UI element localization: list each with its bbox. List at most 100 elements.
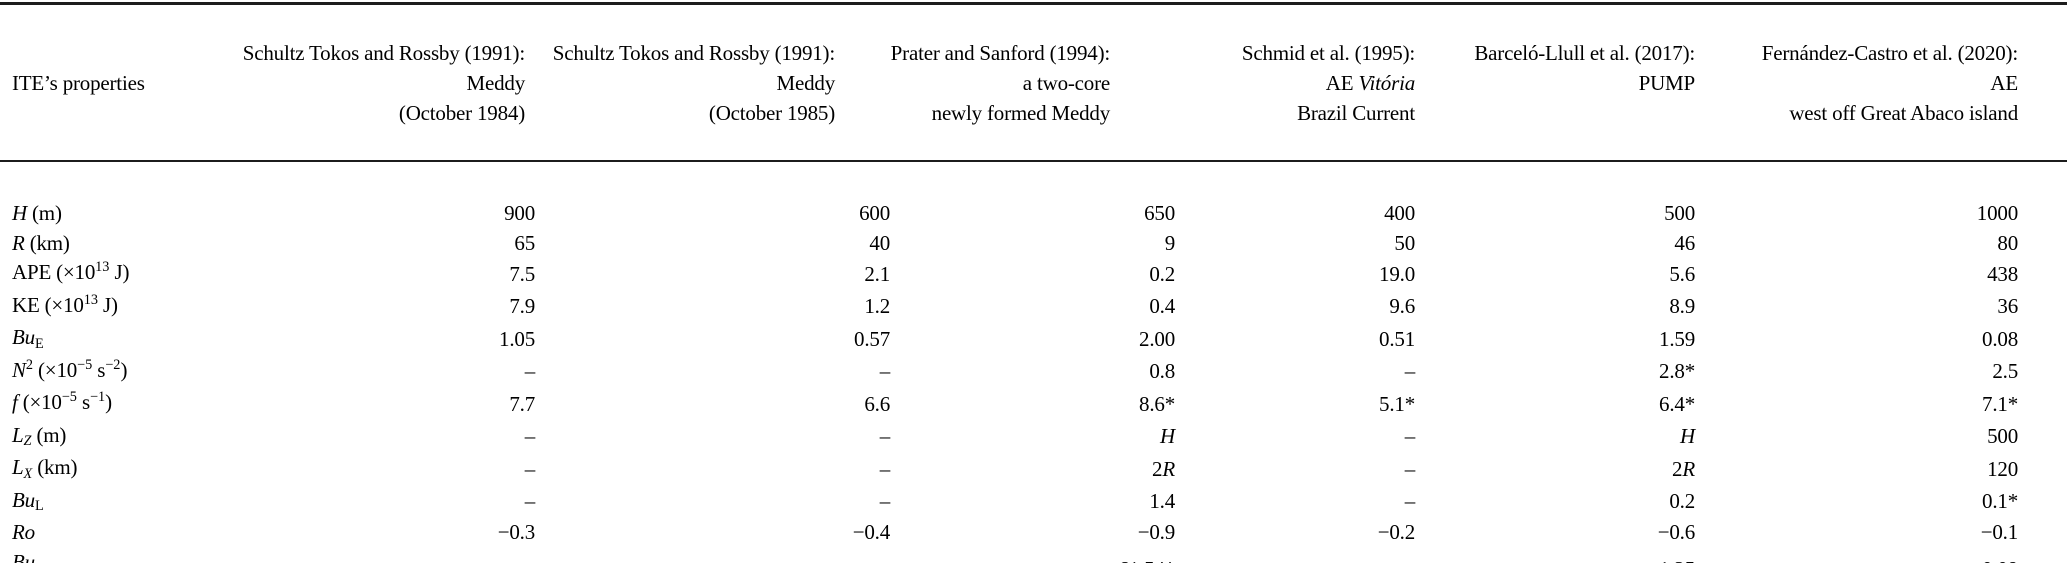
table-cell: 500	[1987, 424, 2018, 448]
table-cell: 8.6*	[1139, 391, 1175, 416]
table-cell: 40	[869, 230, 890, 255]
row-label: APE (×1013 J)	[0, 258, 235, 291]
text-segment: Barceló-Llull et al. (2017):	[1474, 41, 1695, 65]
text-segment: a two-core	[1022, 71, 1110, 95]
text-segment: s	[92, 357, 106, 382]
table-row: LZ (m) – – H – H 500	[0, 421, 2067, 454]
table-cell: 46	[1674, 230, 1695, 255]
header-line: Brazil Current	[1175, 98, 1415, 128]
text-segment: J)	[109, 260, 130, 284]
table-cell: 438	[1987, 261, 2018, 286]
table-cell: –	[879, 424, 891, 448]
text-segment: N	[12, 357, 26, 382]
table-row: LX (km) – –2R –2R 120	[0, 453, 2067, 486]
superscript: −1	[89, 389, 106, 406]
table-cell: 6.4*	[1659, 391, 1695, 416]
header-line: PUMP	[1415, 68, 1696, 98]
table-row: N2 (×10−5 s−2) – – 0.8 – 2.8* 2.5	[0, 356, 2067, 389]
text-segment: Meddy	[466, 71, 526, 95]
text-segment: L	[12, 455, 24, 479]
row-label: BuE	[0, 323, 235, 356]
superscript: 13	[83, 291, 98, 308]
table-cell: 9	[1164, 230, 1176, 255]
table-cell: –	[524, 489, 536, 513]
text-segment: 2	[1672, 456, 1683, 481]
row-label: N2 (×10−5 s−2)	[0, 356, 235, 389]
table-cell: 0.51	[1379, 326, 1415, 351]
subscript: Z	[23, 433, 32, 450]
row-label: LX (km)	[0, 453, 235, 486]
text-segment: (October 1985)	[708, 101, 835, 125]
table-row: KE (×1013 J) 7.9 1.2 0.4 9.6 8.9 36	[0, 291, 2067, 324]
table-cell: 2R	[1415, 453, 1695, 486]
table-cell: –	[535, 548, 891, 563]
header-line: Meddy	[535, 68, 836, 98]
table-cell: –	[879, 456, 891, 481]
table-cell: –	[879, 489, 891, 513]
table-cell: 80	[1997, 230, 2018, 255]
table-cell: 5.6	[1669, 261, 1695, 286]
table-cell: −0.9	[1137, 520, 1175, 544]
corner-header-label: ITE’s properties	[12, 71, 145, 95]
text-segment: (×10	[32, 357, 78, 382]
table-cell: 1000	[1976, 201, 2018, 225]
column-header-5: Barceló-Llull et al. (2017): PUMP	[1415, 4, 1695, 162]
text-segment: KE (×10	[12, 292, 84, 317]
text-segment: R	[12, 230, 25, 255]
table-cell: 120	[1987, 456, 2018, 481]
table-cell: 0.08	[1982, 326, 2018, 351]
spacer-cell	[2018, 291, 2067, 324]
text-segment: AE	[1990, 71, 2018, 95]
spacer-cell	[2018, 356, 2067, 389]
header-line: Schultz Tokos and Rossby (1991):	[235, 38, 525, 68]
table-cell: 2.00	[1139, 326, 1175, 351]
text-segment: Bu	[12, 549, 35, 563]
spacer-cell	[2018, 258, 2067, 291]
text-segment: Meddy	[776, 71, 836, 95]
table-cell: 0.1*	[1982, 489, 2018, 513]
text-segment: H	[1160, 424, 1175, 448]
row-label: LZ (m)	[0, 421, 235, 454]
text-segment: 2	[1152, 456, 1163, 481]
table-cell: 1.4	[1149, 489, 1175, 513]
table-cell: 400	[1384, 201, 1415, 225]
text-segment: (km)	[24, 230, 70, 255]
text-segment: Schultz Tokos and Rossby (1991):	[242, 41, 525, 65]
table-cell: 50	[1394, 230, 1415, 255]
table-cell: 7.9	[509, 294, 535, 318]
text-segment: Bu	[12, 487, 35, 512]
table-cell: 1.2	[864, 294, 890, 318]
row-label: Ro	[0, 518, 235, 548]
table-cell: 0.8	[1149, 359, 1175, 383]
table-cell: 7.1*	[1982, 391, 2018, 416]
text-segment: Schmid et al. (1995):	[1241, 41, 1415, 65]
table-cell: 2R	[890, 453, 1175, 486]
table-cell: –	[524, 359, 536, 383]
text-segment: f	[12, 390, 18, 414]
header-line: Meddy	[235, 68, 526, 98]
table-cell: 0.09	[1695, 548, 2018, 563]
table-row: f (×10−5 s−1) 7.7 6.6 8.6* 5.1* 6.4* 7.1*	[0, 388, 2067, 421]
table-cell: 61.54*	[890, 548, 1175, 563]
spacer-cell	[2018, 388, 2067, 421]
text-segment: L	[12, 422, 24, 447]
text-segment: west off Great Abaco island	[1789, 101, 2018, 125]
table-cell: 1.05	[499, 326, 535, 351]
table-cell: 500	[1664, 201, 1695, 225]
row-label: H (m)	[0, 161, 235, 229]
text-segment: R	[1162, 456, 1175, 481]
table-cell: −0.4	[852, 520, 890, 544]
table-cell: 19.0	[1379, 261, 1415, 286]
table-row: APE (×1013 J) 7.5 2.1 0.2 19.0 5.6 438	[0, 258, 2067, 291]
column-header-4: Schmid et al. (1995): AE Vitória Brazil Cu…	[1175, 4, 1415, 162]
spacer-cell	[2018, 4, 2067, 162]
table-cell: 0.2	[1149, 261, 1175, 286]
table-cell: −0.3	[497, 520, 535, 544]
text-segment: Ro	[12, 520, 35, 544]
text-segment: PUMP	[1638, 71, 1696, 95]
text-segment: Bu	[12, 325, 35, 349]
table-cell: 65	[514, 230, 535, 255]
column-header-3: Prater and Sanford (1994): a two-core newl…	[890, 4, 1175, 162]
spacer-cell	[2018, 548, 2067, 563]
table-cell: H	[1415, 421, 1695, 454]
